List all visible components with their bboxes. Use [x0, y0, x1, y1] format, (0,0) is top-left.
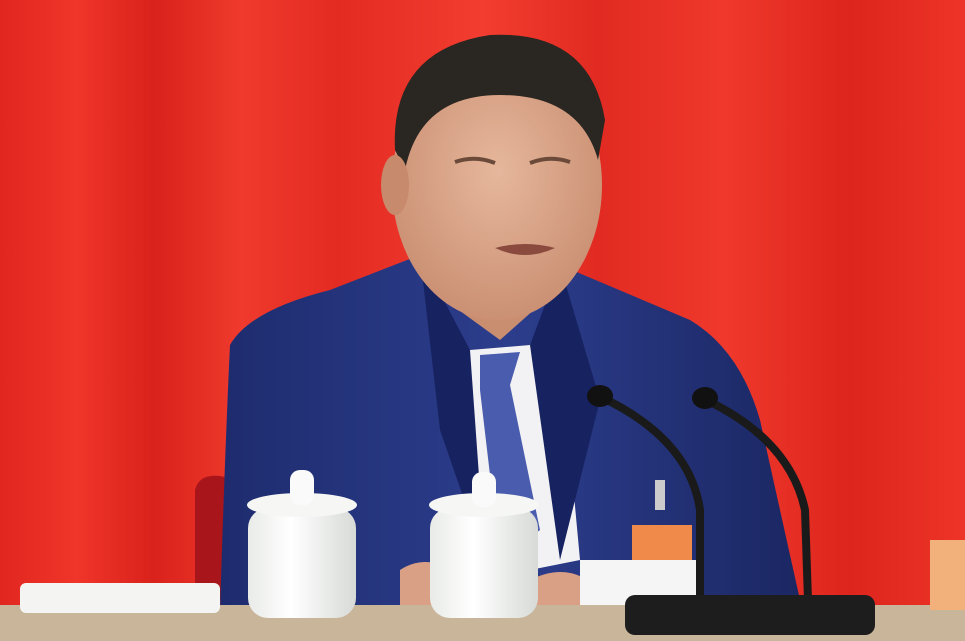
eye: [454, 156, 496, 165]
cup-right: [429, 472, 539, 618]
mic-head: [587, 385, 613, 407]
mic-base: [625, 595, 875, 635]
hair: [394, 34, 605, 170]
microphones: [599, 394, 812, 604]
name-card: [930, 540, 965, 610]
mouth: [495, 244, 555, 255]
badge-clip: [655, 480, 665, 510]
cup-left: [247, 470, 357, 618]
towel: [20, 583, 220, 613]
ear: [381, 155, 409, 215]
face: [392, 50, 602, 320]
lapel-right: [530, 265, 600, 560]
eye: [529, 156, 571, 165]
mic-head: [692, 387, 718, 409]
lapel-left: [420, 255, 485, 560]
